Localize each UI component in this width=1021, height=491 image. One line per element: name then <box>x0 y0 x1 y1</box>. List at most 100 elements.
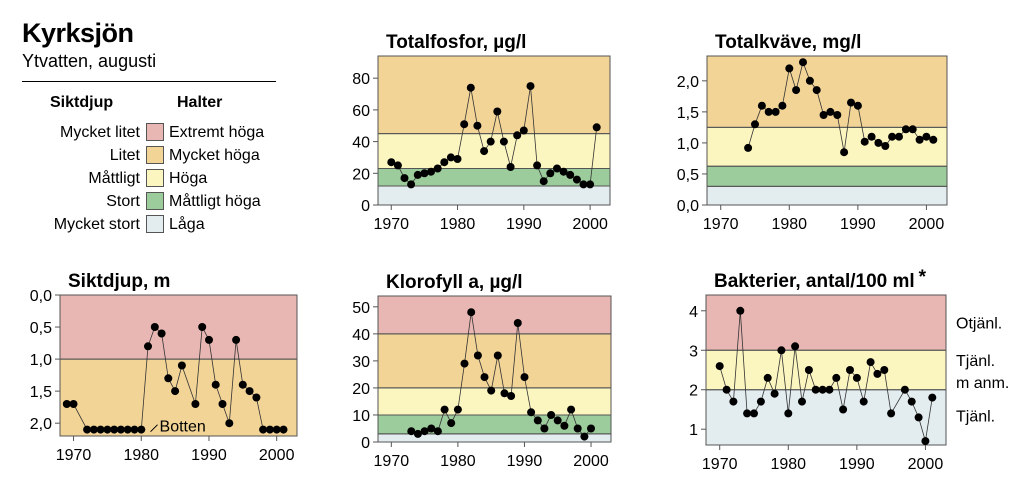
data-point <box>150 323 159 331</box>
data-point <box>513 319 522 327</box>
data-point <box>513 131 522 140</box>
band <box>378 296 611 334</box>
data-point <box>579 180 588 189</box>
y-tick-label: 2 <box>689 383 698 400</box>
legend-halter-label: Låga <box>169 216 205 233</box>
data-point <box>559 167 568 176</box>
data-point <box>413 170 422 179</box>
data-point <box>393 161 402 170</box>
plot-frame <box>705 294 947 446</box>
data-point <box>764 107 773 116</box>
data-point <box>736 306 745 315</box>
data-point <box>137 425 146 434</box>
data-point <box>527 408 536 417</box>
data-point <box>553 164 561 173</box>
series-line <box>411 312 592 438</box>
data-point <box>915 135 924 144</box>
data-point <box>825 385 834 394</box>
data-point <box>770 389 779 398</box>
y-tick-label: 10 <box>352 408 370 425</box>
legend-heading-siktdjup: Siktdjup <box>50 94 114 111</box>
data-point <box>715 362 724 371</box>
data-point <box>586 180 595 189</box>
data-point <box>860 137 869 146</box>
data-point <box>440 405 449 414</box>
data-point <box>123 425 132 434</box>
band <box>707 186 947 205</box>
legend-row: Stort Måttligt höga <box>22 191 292 213</box>
band <box>378 433 611 442</box>
data-point <box>805 76 814 85</box>
data-point <box>921 437 930 446</box>
chart-title: Bakterier, antal/100 ml * <box>714 267 927 292</box>
title-divider <box>22 81 276 82</box>
data-point <box>840 148 849 157</box>
data-point <box>929 135 938 144</box>
band <box>378 56 610 134</box>
data-point <box>853 101 862 110</box>
data-point <box>792 86 801 95</box>
y-tick-label: 1,0 <box>30 352 52 369</box>
data-point <box>832 373 841 382</box>
legend-siktdjup-label: Mycket stort <box>53 216 140 233</box>
series-line <box>747 60 934 153</box>
x-tick-label: 1990 <box>191 447 227 464</box>
y-tick-label: 1,0 <box>677 136 699 153</box>
legend-row: Mycket stort Låga <box>22 214 292 236</box>
y-tick-label: 1,5 <box>677 105 699 122</box>
data-point <box>198 323 207 331</box>
data-point <box>453 405 462 414</box>
data-point <box>177 361 186 370</box>
legend-swatch <box>146 146 164 164</box>
data-point <box>771 107 780 116</box>
title-block: Kyrksjön Ytvatten, augusti <box>22 18 156 72</box>
data-point <box>486 137 495 146</box>
legend-halter-label: Extremt höga <box>169 124 265 141</box>
chart-klorofyll: Klorofyll a, µg/l 0 10 20 30 40 50 1970 1980 1990… <box>352 272 612 470</box>
data-point <box>867 132 876 141</box>
data-point <box>539 177 548 186</box>
x-tick-label: 1970 <box>56 447 92 464</box>
data-point <box>895 132 903 141</box>
y-tick-label: 0 <box>361 435 370 452</box>
title-mark: * <box>919 267 927 288</box>
data-point <box>833 111 842 119</box>
data-point <box>400 174 409 183</box>
data-point <box>83 425 92 434</box>
data-point <box>427 167 435 176</box>
data-point <box>580 432 589 441</box>
legend-halter-label: Mycket höga <box>169 147 260 164</box>
chart-totalkvave: Totalkväve, mg/l 0,0 0,5 1,0 1,5 2,0 1970 1980 1… <box>677 32 948 233</box>
x-tick-label: 2000 <box>909 216 945 233</box>
y-tick-label: 60 <box>352 103 370 120</box>
data-point <box>211 380 220 389</box>
data-point <box>96 425 105 434</box>
data-point <box>826 107 835 116</box>
page-title: Kyrksjön <box>22 18 134 48</box>
chart-title: Klorofyll a, µg/l <box>386 272 523 293</box>
data-point <box>62 400 71 408</box>
legend-halter-label: Höga <box>169 170 208 187</box>
x-tick-label: 1970 <box>373 216 409 233</box>
plot-frame <box>59 294 298 437</box>
data-point <box>880 366 889 374</box>
x-tick-label: 2000 <box>908 456 944 473</box>
data-point <box>799 58 807 67</box>
y-tick-label: 0 <box>361 198 370 215</box>
data-point <box>272 425 281 434</box>
data-point <box>245 387 254 396</box>
data-point <box>460 359 469 368</box>
data-point <box>587 424 595 433</box>
data-point <box>526 82 535 91</box>
y-tick-label: 0,0 <box>677 198 699 215</box>
data-point <box>467 308 476 317</box>
data-point <box>743 409 752 418</box>
data-point <box>888 132 897 141</box>
data-point <box>500 389 509 398</box>
data-point <box>413 429 422 438</box>
data-point <box>164 374 173 383</box>
x-tick-label: 1980 <box>770 456 806 473</box>
y-tick-label: 20 <box>352 166 370 183</box>
data-point <box>265 425 274 434</box>
